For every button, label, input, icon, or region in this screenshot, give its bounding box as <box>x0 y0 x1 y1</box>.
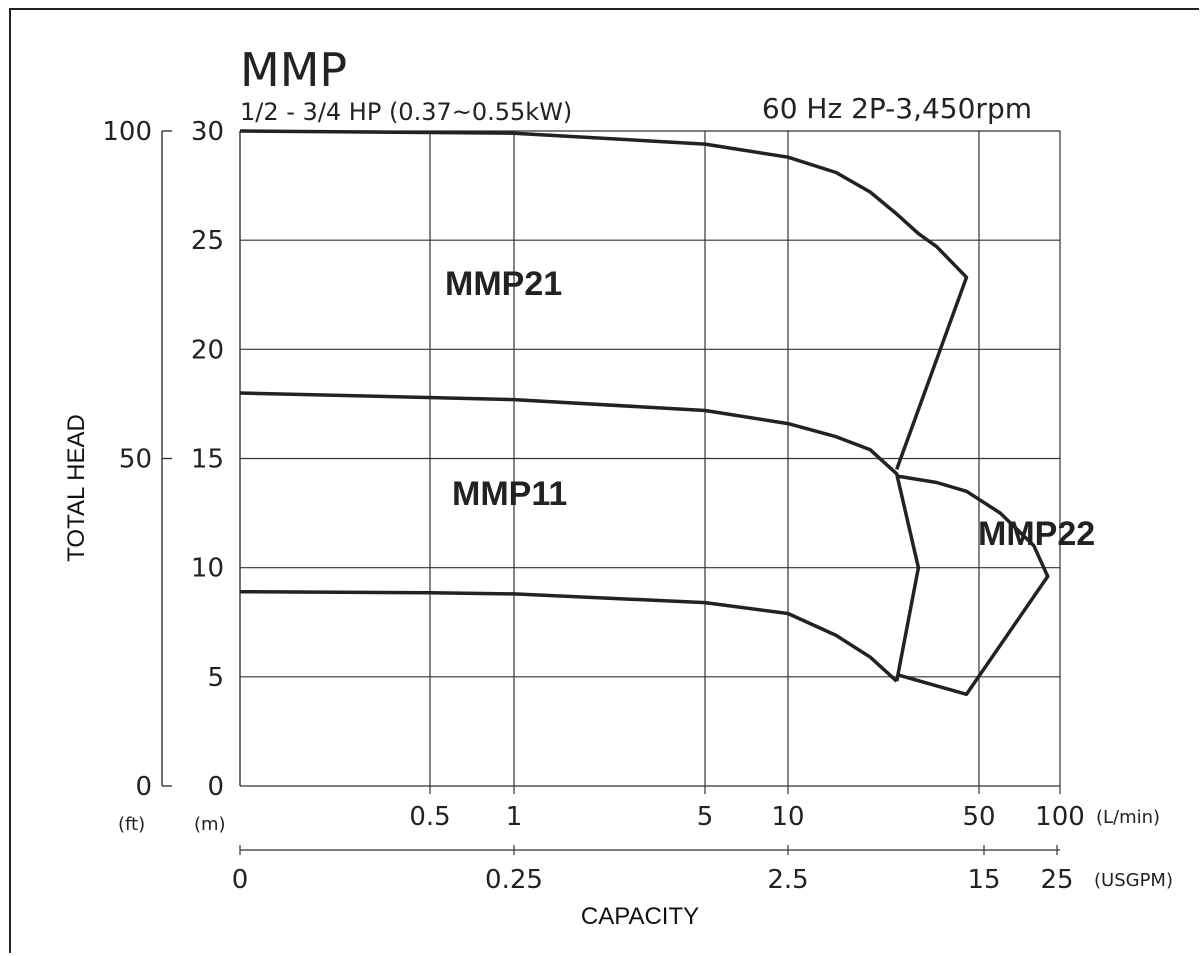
y-tick-m: 25 <box>191 226 224 256</box>
y-axis-label: TOTAL HEAD <box>63 414 90 562</box>
y-tick-m: 15 <box>191 445 224 475</box>
x-unit-usgpm: (USGPM) <box>1094 870 1173 891</box>
y-unit-m: (m) <box>194 814 226 835</box>
chart-frame <box>9 8 1199 953</box>
x-tick-lmin: 5 <box>697 802 714 832</box>
chart-subtitle: 1/2 - 3/4 HP (0.37~0.55kW) <box>240 98 572 126</box>
y-tick-ft: 100 <box>102 117 152 147</box>
curves <box>239 129 1050 697</box>
series-curve <box>896 474 1050 697</box>
x-axis-label: CAPACITY <box>581 903 699 930</box>
series-label: MMP21 <box>445 265 562 303</box>
x-tick-usgpm: 25 <box>1040 865 1073 895</box>
y-tick-ft: 50 <box>119 445 152 475</box>
x-tick-lmin: 0.5 <box>409 802 450 832</box>
y-tick-m: 20 <box>191 335 224 365</box>
series-label: MMP22 <box>978 515 1095 553</box>
series-curve <box>239 129 969 470</box>
series-curve <box>239 589 898 683</box>
series-curve <box>239 391 921 682</box>
y-tick-m: 5 <box>207 663 224 693</box>
x-tick-lmin: 100 <box>1035 802 1085 832</box>
y-tick-m: 0 <box>207 772 224 802</box>
x-tick-usgpm: 2.5 <box>767 865 808 895</box>
x-tick-lmin: 50 <box>962 802 995 832</box>
x-tick-usgpm: 0.25 <box>485 865 543 895</box>
y-tick-m: 30 <box>191 117 224 147</box>
y-tick-ft: 0 <box>135 772 152 802</box>
series-label: MMP11 <box>452 475 567 513</box>
x-tick-lmin: 10 <box>771 802 804 832</box>
y-unit-ft: (ft) <box>118 814 145 835</box>
axes <box>161 130 1061 855</box>
chart-title: MMP <box>240 43 347 97</box>
y-tick-m: 10 <box>191 554 224 584</box>
chart-spec: 60 Hz 2P-3,450rpm <box>762 92 1032 125</box>
x-tick-lmin: 1 <box>506 802 523 832</box>
x-unit-lmin: (L/min) <box>1096 807 1160 828</box>
x-tick-usgpm: 0 <box>232 865 249 895</box>
x-tick-usgpm: 15 <box>967 865 1000 895</box>
